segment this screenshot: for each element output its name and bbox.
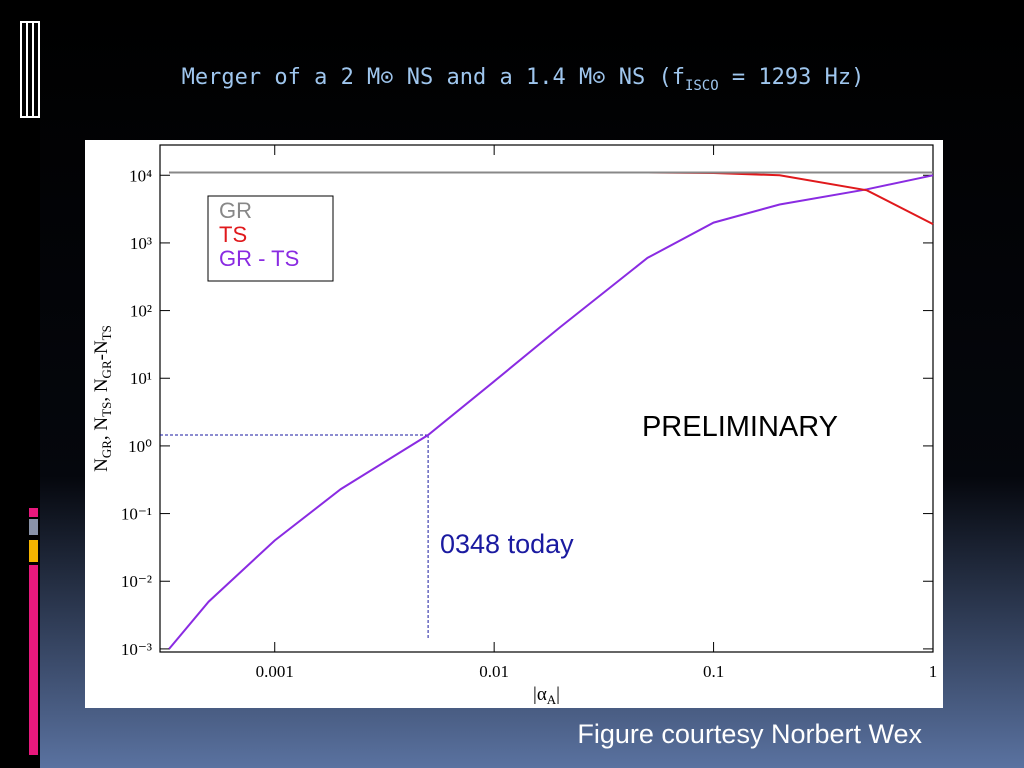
y-tick-label: 10² <box>130 302 152 321</box>
accent-bar <box>29 519 38 535</box>
x-axis-label-part: | <box>556 684 560 705</box>
y-axis-label-part: , N <box>91 417 112 441</box>
annotation: 0348 today <box>440 529 574 559</box>
plot-frame <box>159 144 934 653</box>
y-tick-label: 10³ <box>130 234 152 253</box>
accent-bar <box>29 508 38 517</box>
chart: 0.001 0.01 0.1 1 10⁻³ 10⁻² 10⁻¹ 10⁰ 10¹ 10² 10³ 10⁴… <box>91 144 938 707</box>
legend-entry: TS <box>219 222 247 247</box>
accent-bar <box>29 565 38 755</box>
slide-title: Merger of a 2 M⊙ NS and a 1.4 M⊙ NS (fIS… <box>182 65 865 94</box>
y-axis-label-part: TS <box>99 325 114 340</box>
y-tick-label: 10⁻³ <box>121 640 152 659</box>
y-tick-label: 10⁴ <box>129 166 152 185</box>
y-axis-label-part: GR <box>99 440 114 458</box>
slide-icon <box>20 21 40 118</box>
y-axis-label-part: GR <box>99 360 114 378</box>
x-axis-label-part: |α <box>533 684 547 705</box>
legend-box <box>207 195 334 282</box>
y-tick-label: 10⁻² <box>121 572 152 591</box>
x-axis-label: |αA| <box>533 684 560 707</box>
accent-bar <box>29 540 38 562</box>
title-subscript: ISCO <box>685 78 719 94</box>
y-axis-label-part: , N <box>91 378 112 402</box>
legend-entry: GR - TS <box>219 246 299 271</box>
title-text: Merger of a 2 M⊙ NS and a 1.4 M⊙ NS (f <box>182 65 685 90</box>
annotation: PRELIMINARY <box>642 411 838 443</box>
title-text: = 1293 Hz) <box>719 65 865 90</box>
legend-entry: GR <box>219 198 252 223</box>
y-axis-label: NGR, NTS, NGR-NTS <box>91 325 114 472</box>
series-line <box>168 174 934 650</box>
x-tick-label: 0.1 <box>703 662 724 681</box>
x-axis-label-part: A <box>547 692 557 707</box>
y-tick-label: 10⁰ <box>128 437 152 456</box>
caption: Figure courtesy Norbert Wex <box>577 719 922 749</box>
x-tick-label: 1 <box>929 662 938 681</box>
x-tick-label: 0.001 <box>256 662 294 681</box>
y-tick-label: 10⁻¹ <box>121 505 152 524</box>
x-tick-label: 0.01 <box>479 662 509 681</box>
y-axis-label-part: -N <box>91 340 112 360</box>
y-axis-label-part: TS <box>99 402 114 417</box>
y-tick-label: 10¹ <box>130 369 152 388</box>
y-axis-label-part: N <box>91 458 112 472</box>
